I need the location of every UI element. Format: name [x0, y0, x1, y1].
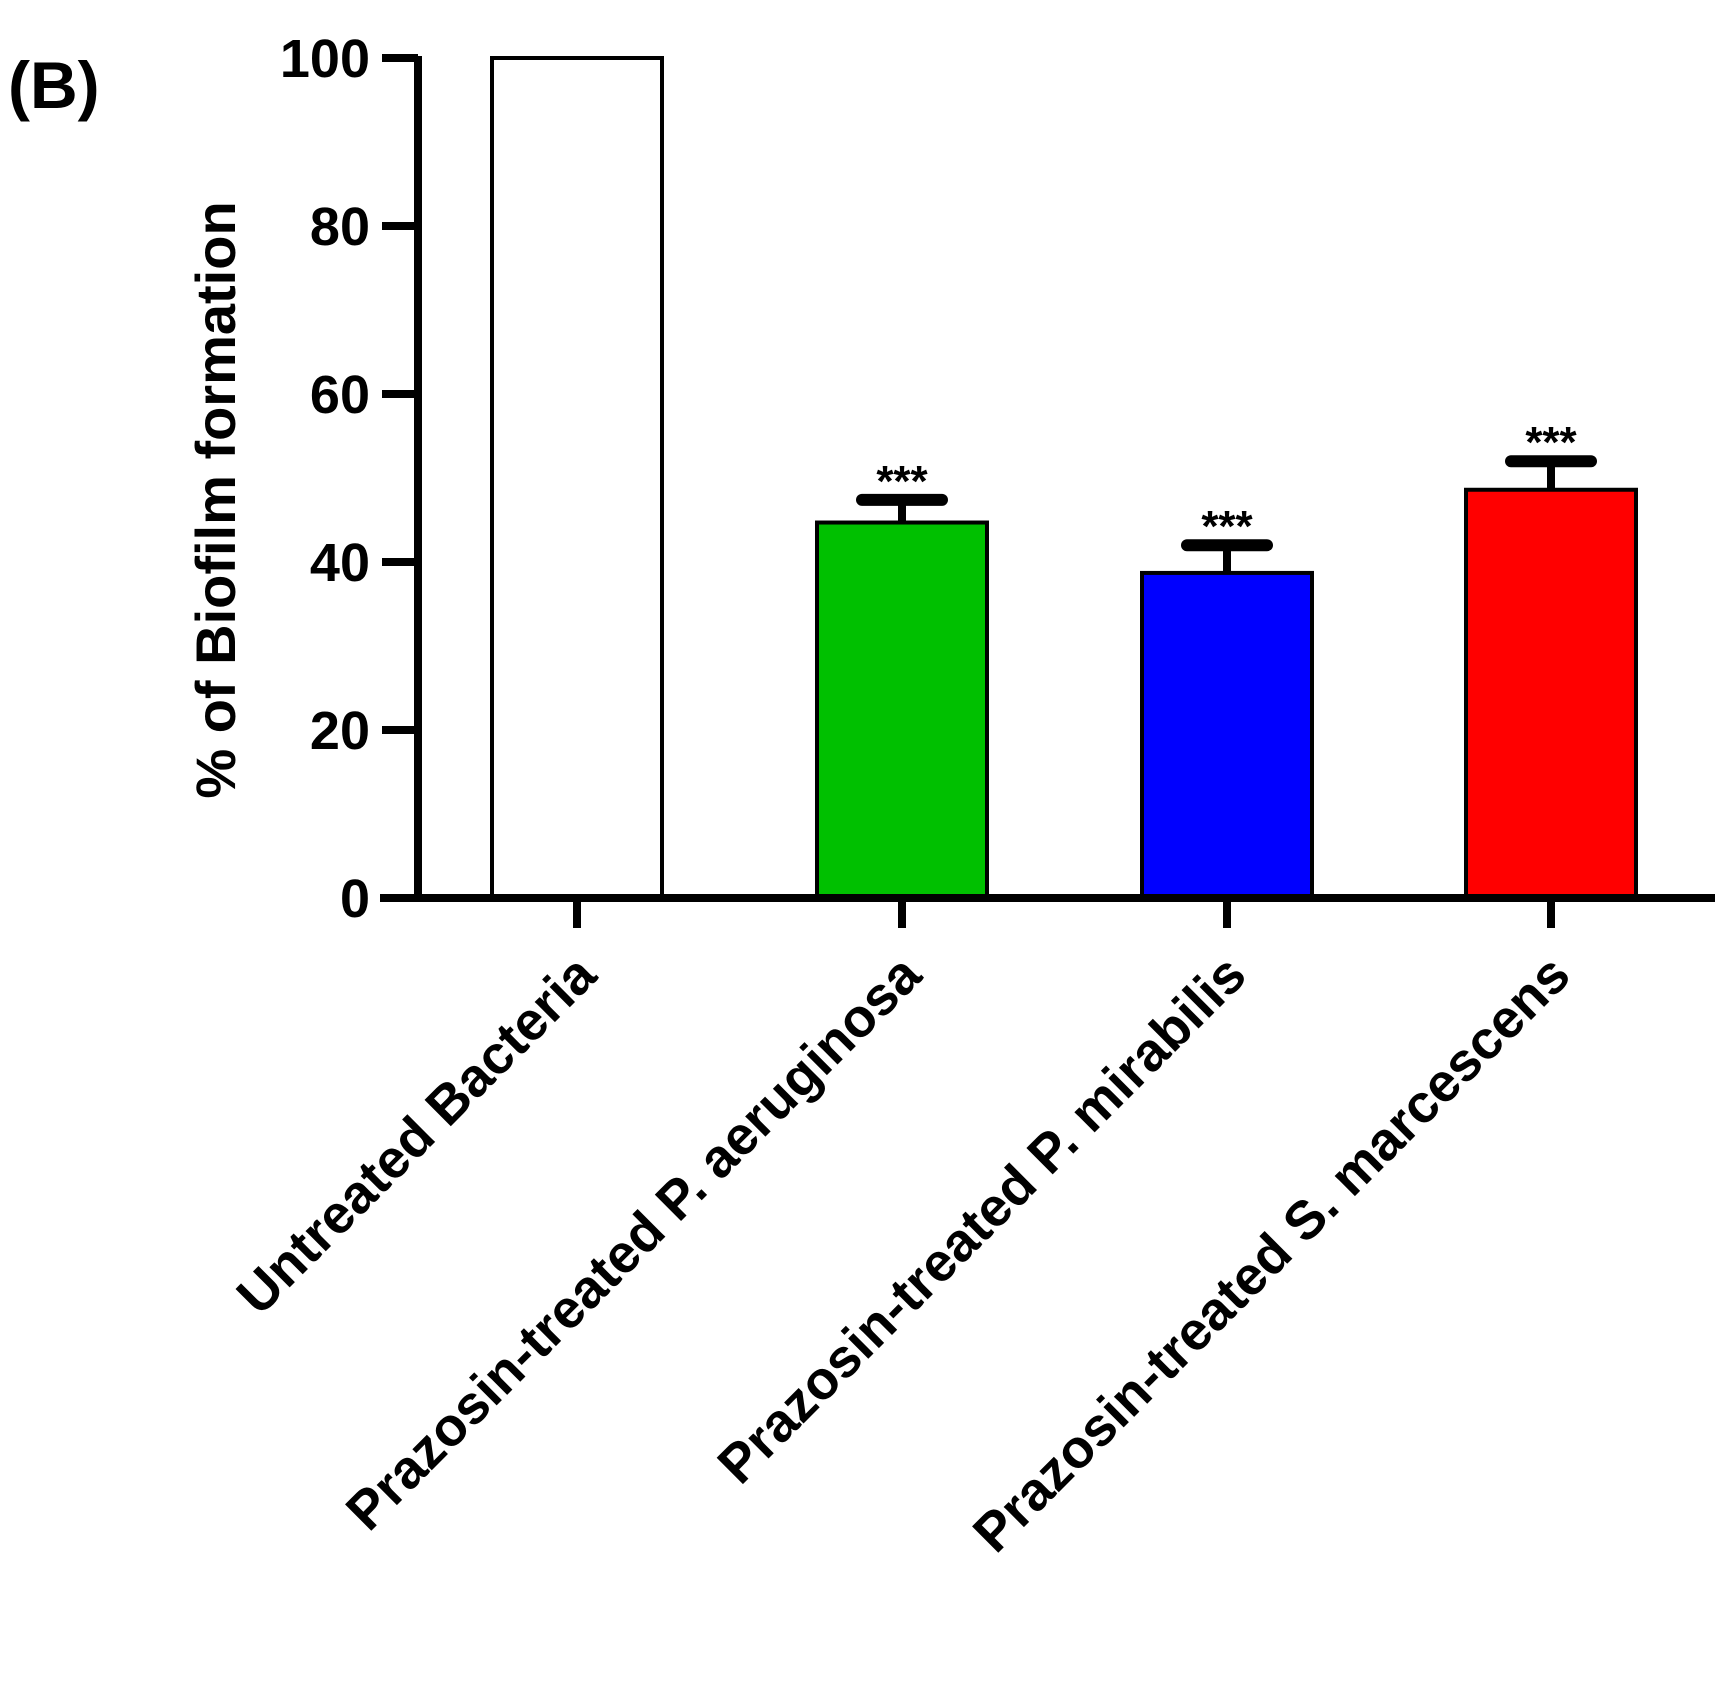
significance-marker-4: *** [1525, 418, 1577, 467]
panel-label: (B) [8, 48, 100, 122]
bar-4 [1464, 487, 1638, 900]
bars-layer [490, 56, 1638, 901]
y-axis-label: % of Biofilm formation [184, 201, 247, 798]
bar-3 [1140, 570, 1314, 900]
y-ticks-layer: 0 20 40 60 80 100 [280, 29, 1555, 929]
y-tick-label-80: 80 [310, 197, 370, 257]
significance-marker-3: *** [1201, 502, 1253, 551]
y-tick-label-0: 0 [340, 869, 370, 929]
category-label-4: Prazosin-treated S. marcescens [962, 944, 1582, 1564]
y-tick-label-100: 100 [280, 29, 370, 89]
category-label-3: Prazosin-treated P. mirabilis [706, 944, 1257, 1495]
category-label-1: Untreated Bacteria [226, 943, 609, 1326]
bar-2 [815, 520, 989, 901]
error-bars-layer [856, 455, 1597, 573]
significance-layer: *** *** *** [876, 418, 1577, 551]
y-tick-label-60: 60 [310, 365, 370, 425]
y-tick-label-40: 40 [310, 533, 370, 593]
significance-marker-2: *** [876, 457, 928, 506]
bar-1 [490, 56, 664, 900]
category-label-2: Prazosin-treated P. aeruginosa [335, 943, 933, 1541]
y-tick-label-20: 20 [310, 701, 370, 761]
axes-layer [380, 56, 1715, 902]
